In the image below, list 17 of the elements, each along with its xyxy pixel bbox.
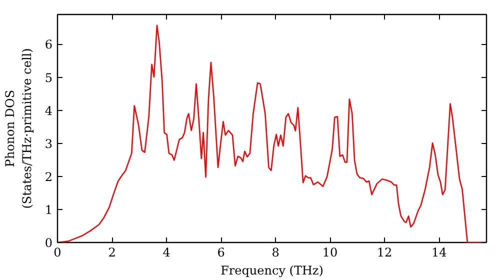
y-tick-label: 5 [44, 70, 53, 85]
y-tick-label: 3 [44, 136, 53, 151]
y-tick-label: 1 [44, 202, 53, 217]
y-tick-label: 0 [44, 236, 53, 250]
x-tick-label: 6 [217, 246, 225, 260]
y-axis-title: Phonon DOS (States/THz·primitive cell) [3, 48, 34, 209]
x-tick-label: 14 [431, 246, 448, 260]
y-tick-label: 6 [44, 38, 53, 52]
x-tick-label: 2 [108, 246, 116, 260]
y-tick-label: 2 [44, 170, 53, 184]
x-tick-label: 8 [272, 246, 280, 260]
x-tick-label: 10 [322, 246, 338, 260]
x-tick-label: 12 [376, 246, 392, 260]
x-axis-title: Frequency (THz) [220, 264, 324, 278]
y-tick-label: 4 [44, 104, 53, 118]
x-tick-label: 4 [162, 246, 171, 260]
x-tick-label: 0 [54, 246, 62, 260]
